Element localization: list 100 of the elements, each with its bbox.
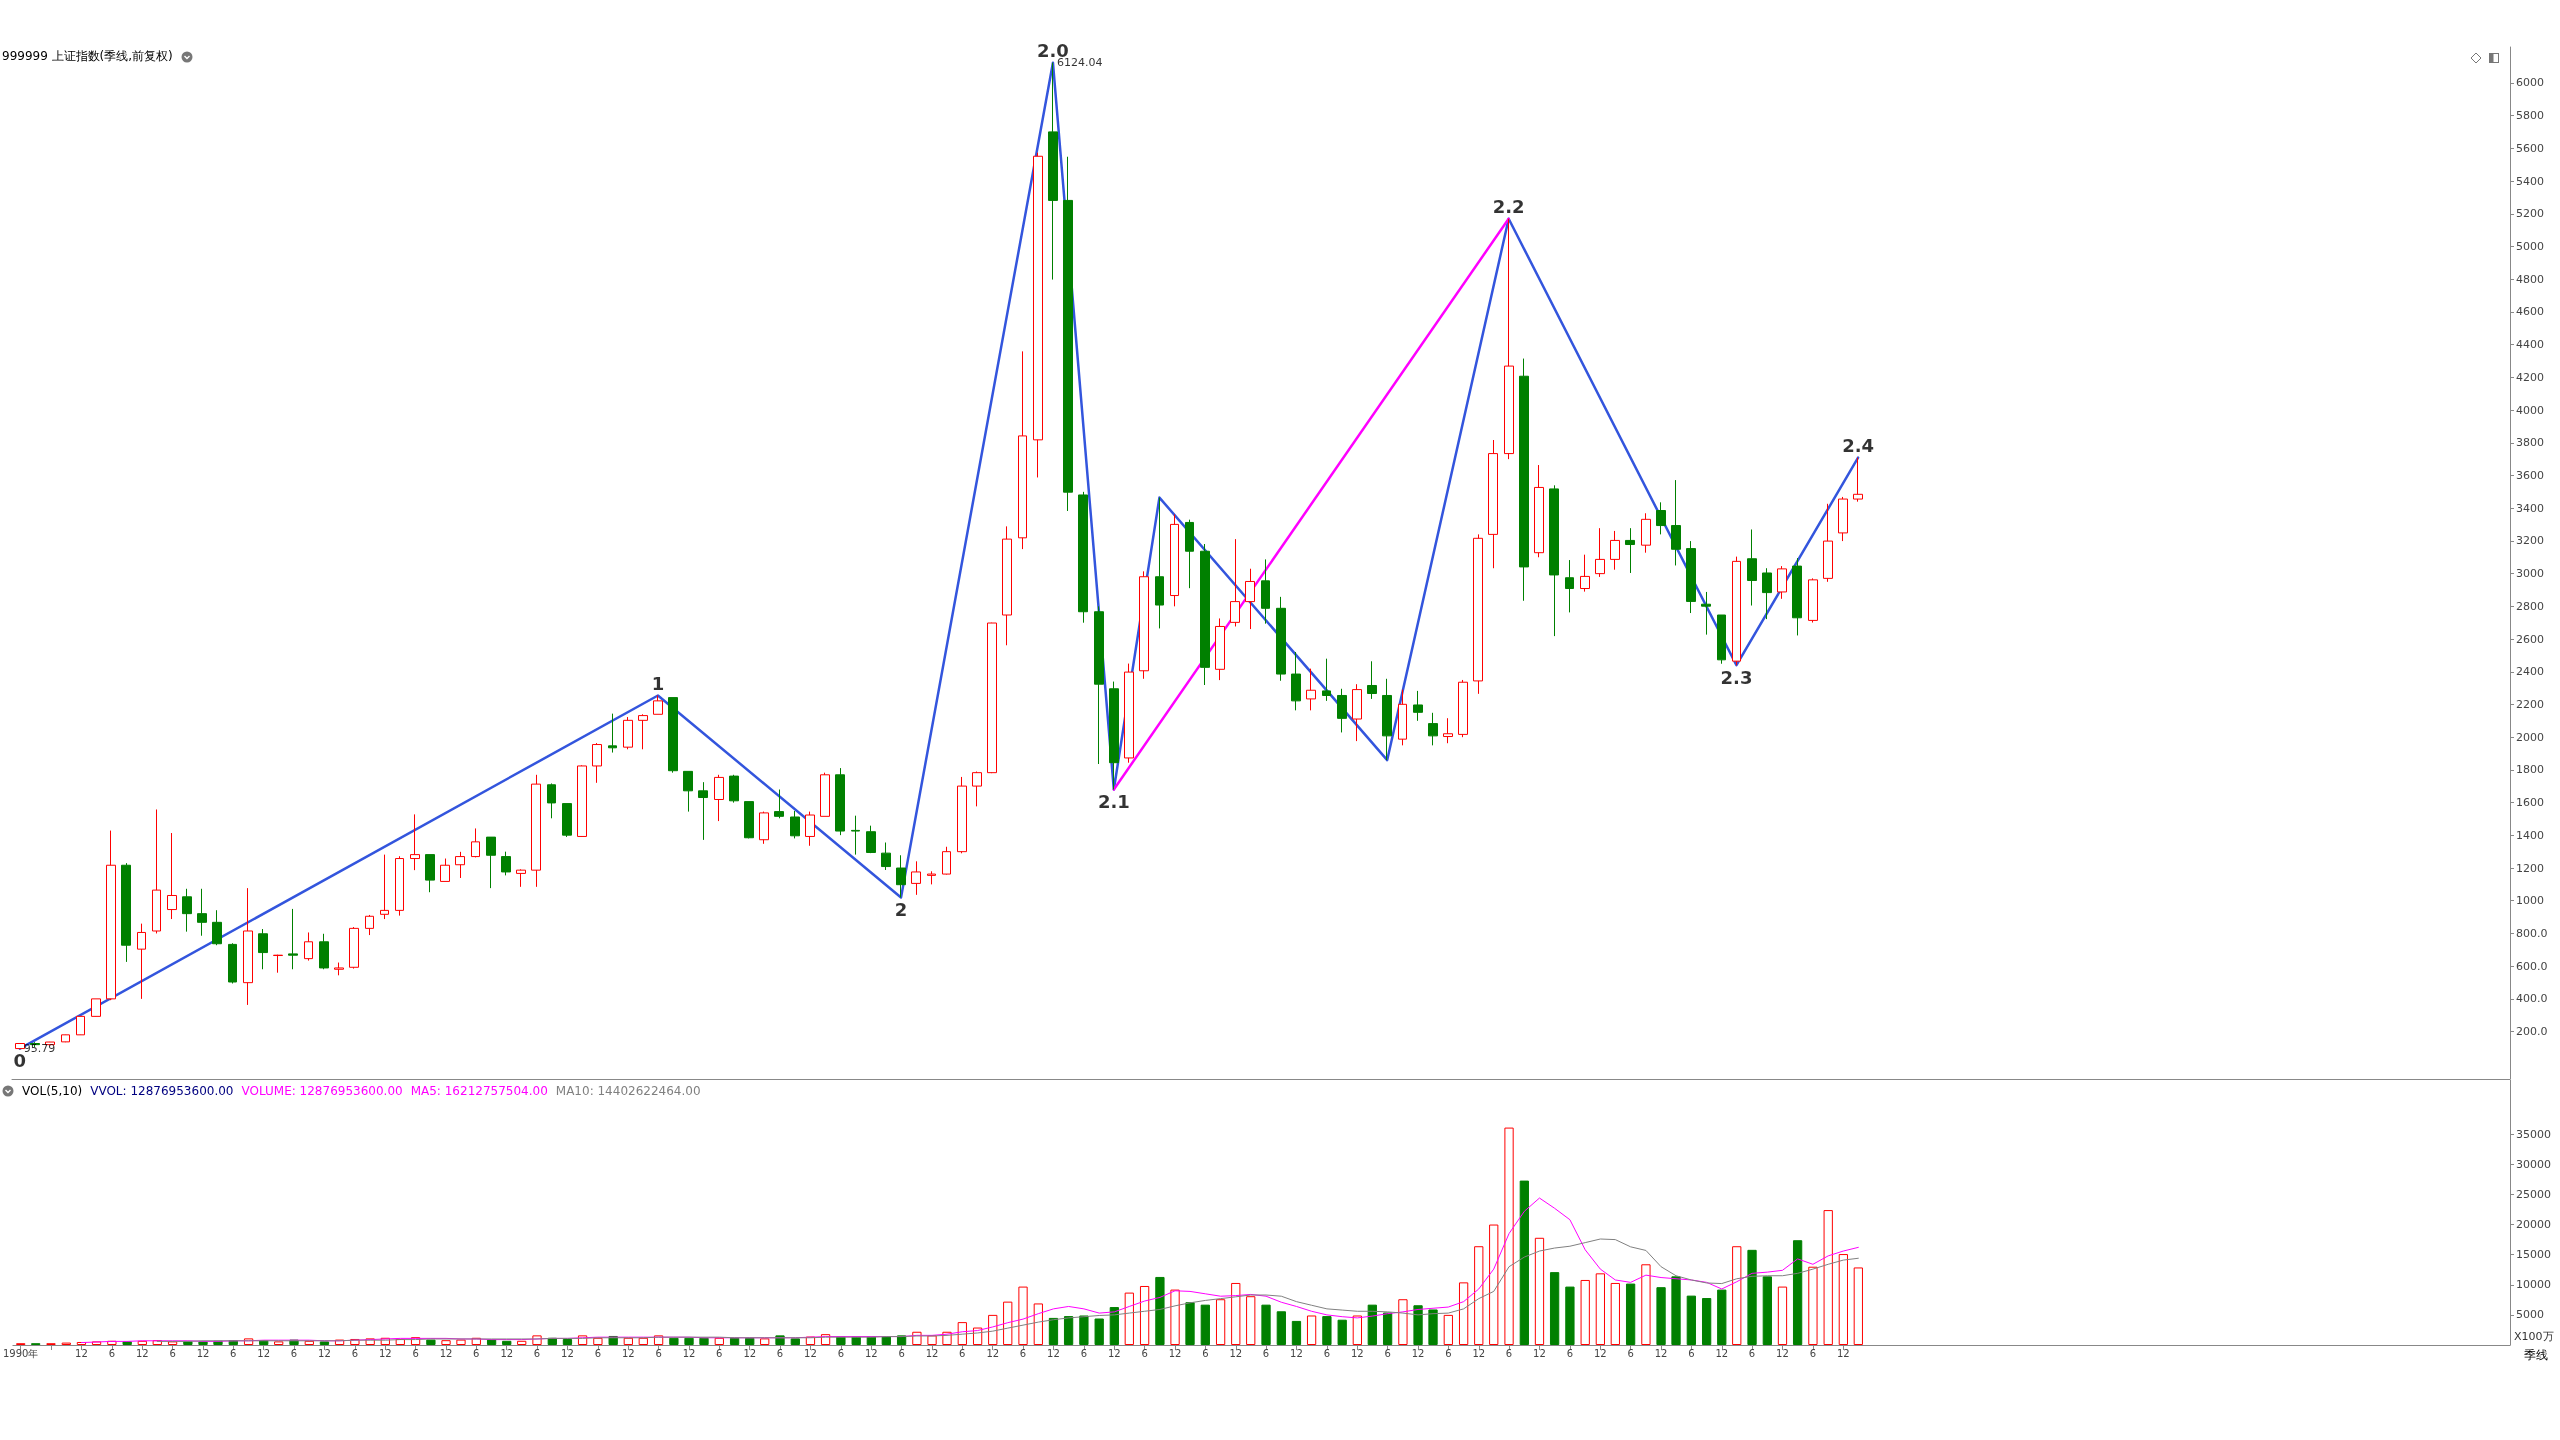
bar [1443,1314,1453,1345]
x-tick-label: 12 [1472,1347,1486,1359]
bar [927,1335,937,1345]
y-tick-label: 3600 [2516,469,2544,482]
candlestick [608,713,617,754]
bar [562,1338,573,1345]
candlestick [653,694,663,715]
bar [486,1339,497,1345]
bar [183,1341,193,1345]
candlestick [957,776,967,854]
candlestick [1580,554,1590,593]
candlestick [1762,567,1772,620]
candlestick [1686,540,1696,614]
bar [1519,1180,1529,1345]
bar [1306,1315,1317,1345]
bar [1504,1127,1514,1345]
bar [1322,1316,1332,1345]
candlestick [425,854,435,893]
x-tick-label: 12 [1411,1347,1425,1359]
candlestick [1094,605,1104,765]
y-tick-label: 30000 [2516,1157,2551,1171]
candlestick [106,830,116,1001]
x-tick-label: 6 [1323,1347,1331,1359]
x-tick-label: 6 [1809,1347,1817,1359]
candlestick [455,851,465,879]
bar [1155,1276,1165,1345]
y-tick-label: 1600 [2516,796,2544,810]
bar [1139,1285,1150,1345]
candlestick [790,810,800,839]
chart-title: 999999 上证指数(季线,前复权) [2,48,173,65]
candlestick [516,868,526,888]
candlestick [1610,530,1620,571]
candlestick [273,954,283,974]
bar [684,1337,694,1345]
bar [441,1340,451,1345]
x-tick-label: 6 [108,1347,116,1359]
candlestick [911,860,921,896]
annotation: VOL(5,10) [22,1084,83,1098]
x-tick-label: 12 [439,1347,453,1359]
bar [1337,1319,1347,1345]
bar [1094,1318,1104,1345]
bar [714,1337,724,1345]
bar [1398,1299,1408,1345]
y-tick-label: 3200 [2516,534,2544,548]
candlestick [440,858,450,882]
x-tick-label: 12 [1593,1347,1607,1359]
x-tick-label: 6 [1445,1347,1452,1359]
candlestick [1155,497,1164,629]
bar [1215,1299,1226,1345]
candlestick [942,846,951,876]
y-tick-label: 1800 [2516,763,2544,777]
candlestick [1261,558,1270,625]
candlestick [1337,688,1347,733]
bar [517,1340,527,1345]
bar [669,1337,679,1345]
candlestick [1534,464,1544,558]
y-tick-label: 25000 [2516,1187,2551,1201]
x-tick-label: 12 [864,1347,878,1359]
x-tick-label: 6 [533,1347,541,1359]
annotation: 2.3 [1720,666,1753,688]
bar [1231,1282,1241,1345]
candlestick [304,931,313,962]
bar [1489,1224,1499,1345]
candlestick [1595,527,1605,578]
candlestick [1063,156,1073,512]
x-tick-label: 12 [1168,1347,1182,1359]
bar [1701,1298,1712,1345]
bar [319,1341,330,1345]
x-tick-label: 6 [412,1347,419,1359]
y-tick-label: 200.0 [2516,1025,2548,1039]
y-tick-label: 2400 [2516,665,2544,679]
y-tick-label: 600.0 [2516,959,2548,973]
x-axis-title: 季线 [2524,1348,2548,1362]
bar [1033,1303,1043,1345]
candlestick [1398,689,1407,746]
annotation: VOLUME: 12876953600.00 [241,1084,403,1098]
candlestick [1808,577,1818,624]
bar [1291,1320,1302,1345]
x-tick-label: 12 [500,1347,514,1359]
bar [1109,1307,1119,1345]
x-tick-label: 6 [655,1347,662,1359]
bar [1367,1304,1377,1345]
y-axis-title: X100万 [2514,1330,2554,1343]
y-tick-label: 3800 [2516,436,2544,450]
x-tick-label: 12 [621,1347,635,1359]
candlestick [1823,503,1833,583]
x-tick-label: 6 [1202,1347,1209,1359]
y-tick-label: 15000 [2516,1248,2551,1262]
x-tick-label: 12 [196,1347,210,1359]
x-tick-label: 6 [1384,1347,1391,1359]
candlestick [1701,591,1711,636]
y-tick-label: 4800 [2516,272,2544,286]
candlestick [1504,218,1514,460]
y-tick-label: 3000 [2516,567,2544,581]
candlestick [365,914,374,936]
bar [502,1340,512,1345]
candlestick [1443,717,1453,744]
candlestick [623,716,633,750]
y-tick-label: 1200 [2516,861,2544,875]
candlestick [121,862,131,963]
